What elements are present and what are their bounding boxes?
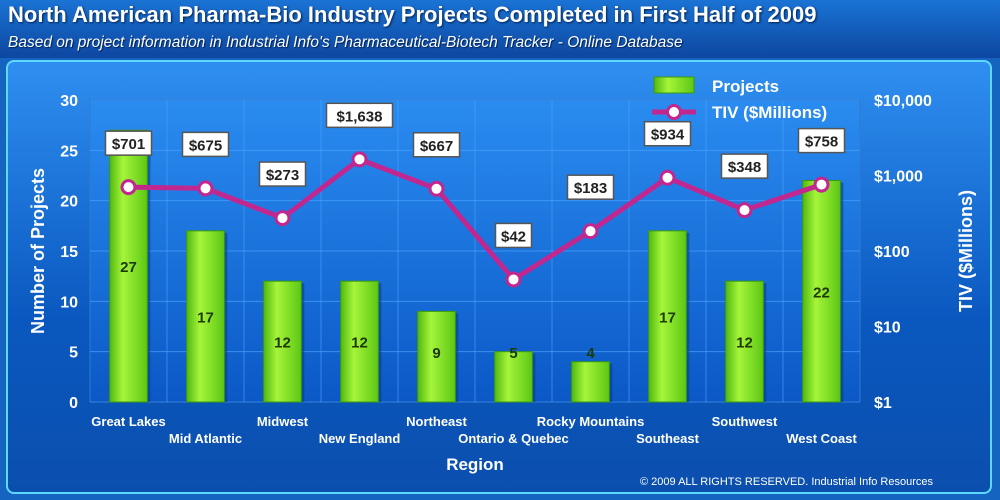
tiv-value-label: $675 <box>189 137 222 154</box>
bar-value-label: 4 <box>586 345 595 362</box>
tiv-value-label: $934 <box>651 127 685 144</box>
x-tick-label: Southeast <box>636 431 700 446</box>
tiv-label-box <box>566 174 615 200</box>
x-axis-title: Region <box>446 455 504 474</box>
x-tick-label: West Coast <box>786 431 857 446</box>
tiv-marker <box>813 176 830 193</box>
y-tick-label: 25 <box>60 143 78 160</box>
tiv-marker <box>659 169 676 186</box>
bar-value-label: 27 <box>120 259 137 276</box>
bar-value-label: 12 <box>736 335 753 352</box>
tiv-label-box <box>258 161 307 187</box>
tiv-marker <box>197 180 214 197</box>
tiv-label-box <box>412 132 461 158</box>
bar-value-label: 22 <box>813 284 830 301</box>
bar <box>340 280 379 403</box>
bar-value-label: 12 <box>351 335 368 352</box>
bar <box>648 230 687 403</box>
tiv-marker <box>505 271 522 288</box>
tiv-value-label: $1,638 <box>337 108 383 125</box>
tiv-value-label: $42 <box>501 228 526 245</box>
x-tick-label: Rocky Mountains <box>537 414 645 429</box>
tiv-value-label: $183 <box>574 180 607 197</box>
x-tick-label: Southwest <box>712 414 778 429</box>
tiv-value-label: $758 <box>805 134 838 151</box>
tiv-line <box>128 156 823 282</box>
bar <box>725 280 764 403</box>
tiv-value-label: $701 <box>112 136 145 153</box>
tiv-label-box <box>325 102 394 129</box>
x-tick-label: Ontario & Quebec <box>458 431 569 446</box>
x-tick-label: Great Lakes <box>91 414 165 429</box>
bar-value-label: 12 <box>274 335 291 352</box>
chart-title: North American Pharma-Bio Industry Proje… <box>8 2 817 27</box>
y-axis-title: Number of Projects <box>28 168 48 334</box>
tiv-label-box <box>494 222 533 249</box>
bar-value-label: 17 <box>197 309 214 326</box>
tiv-label-box <box>104 130 153 156</box>
tiv-value-label: $667 <box>420 138 453 155</box>
y2-axis-title: TIV ($Millions) <box>956 190 976 312</box>
legend-swatch-marker <box>666 104 682 120</box>
tiv-marker <box>351 151 368 168</box>
bar-value-label: 5 <box>509 345 517 362</box>
tiv-marker <box>428 180 445 197</box>
tiv-marker <box>582 223 599 240</box>
legend-label-projects: Projects <box>712 77 779 96</box>
tiv-marker <box>120 179 137 196</box>
tiv-value-label: $348 <box>728 159 761 176</box>
tiv-label-box <box>181 131 230 158</box>
y-tick-label: 15 <box>60 244 78 261</box>
y2-tick-label: $10,000 <box>874 93 932 110</box>
x-tick-label: Midwest <box>257 414 309 429</box>
legend-swatch-bar <box>653 76 695 94</box>
tiv-marker <box>274 210 291 227</box>
x-tick-label: Mid Atlantic <box>169 431 242 446</box>
tiv-marker <box>736 202 753 219</box>
tiv-label-box <box>720 153 769 179</box>
y-tick-label: 30 <box>60 93 78 110</box>
tiv-value-label: $273 <box>266 167 299 184</box>
tiv-label-box <box>797 127 846 154</box>
y2-tick-label: $10 <box>874 320 901 337</box>
bar <box>417 310 456 403</box>
bar <box>186 230 225 403</box>
header-band: North American Pharma-Bio Industry Proje… <box>0 0 1000 58</box>
copyright-note: © 2009 ALL RIGHTS RESERVED. Industrial I… <box>640 476 934 488</box>
bar-value-label: 9 <box>432 345 440 362</box>
y-tick-label: 10 <box>60 294 78 311</box>
bar <box>109 129 148 403</box>
x-tick-label: New England <box>319 431 401 446</box>
y2-tick-label: $1,000 <box>874 169 923 186</box>
y-tick-label: 5 <box>69 345 78 362</box>
x-tick-label: Northeast <box>406 414 467 429</box>
bar <box>571 361 610 403</box>
legend-label-tiv: TIV ($Millions) <box>712 103 827 122</box>
bar <box>494 351 533 403</box>
bar <box>263 280 302 403</box>
y2-tick-label: $100 <box>874 244 910 261</box>
chart-subtitle: Based on project information in Industri… <box>8 34 683 51</box>
tiv-label-box <box>643 120 692 147</box>
bar-value-label: 17 <box>659 309 676 326</box>
y2-tick-label: $1 <box>874 395 892 412</box>
y-tick-label: 0 <box>69 395 78 412</box>
y-tick-label: 20 <box>60 194 78 211</box>
